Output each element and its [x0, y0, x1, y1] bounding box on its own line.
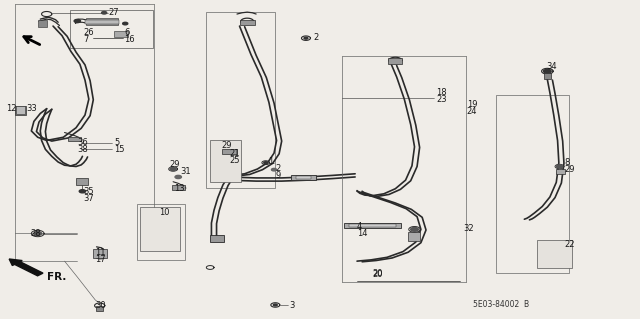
Text: 36: 36	[77, 138, 88, 147]
Circle shape	[170, 167, 176, 171]
Text: 32: 32	[463, 224, 474, 233]
Text: 14: 14	[357, 229, 367, 238]
Circle shape	[411, 227, 419, 231]
Bar	[344, 223, 401, 228]
Text: 3: 3	[289, 301, 295, 310]
Text: FR.: FR.	[47, 272, 66, 282]
Text: 7: 7	[84, 35, 89, 44]
Text: 16: 16	[124, 35, 134, 44]
Text: 20: 20	[372, 269, 383, 278]
Circle shape	[264, 162, 268, 164]
Bar	[172, 185, 184, 190]
Text: 29: 29	[221, 141, 232, 150]
Circle shape	[102, 11, 107, 14]
Text: 26: 26	[84, 28, 94, 37]
Circle shape	[273, 304, 277, 306]
Text: 35: 35	[84, 187, 94, 196]
Circle shape	[543, 69, 551, 73]
Bar	[15, 106, 26, 115]
Bar	[210, 235, 224, 242]
Text: 21: 21	[229, 149, 240, 158]
Bar	[221, 149, 237, 154]
Bar	[115, 31, 129, 37]
Text: 10: 10	[159, 208, 170, 217]
Bar	[97, 306, 103, 311]
Bar	[556, 169, 565, 174]
Text: 12: 12	[6, 104, 16, 113]
Text: 8: 8	[564, 158, 570, 167]
Bar	[93, 249, 108, 258]
Text: 2: 2	[275, 164, 280, 173]
Circle shape	[556, 165, 563, 168]
Bar	[16, 106, 25, 115]
Text: 20: 20	[372, 270, 383, 279]
Bar	[296, 176, 311, 179]
Text: 4: 4	[357, 222, 362, 231]
Text: 38: 38	[77, 145, 88, 154]
Text: 29: 29	[170, 160, 180, 169]
Bar	[38, 20, 47, 27]
Text: 9: 9	[275, 171, 280, 180]
Circle shape	[74, 19, 81, 23]
Text: 34: 34	[547, 62, 557, 71]
Text: 28: 28	[30, 229, 41, 238]
Text: 5: 5	[115, 138, 120, 147]
Text: 37: 37	[84, 194, 95, 203]
Text: 13: 13	[173, 184, 184, 193]
Text: 2: 2	[314, 33, 319, 42]
Text: 15: 15	[115, 145, 125, 154]
Text: 22: 22	[564, 240, 575, 249]
Text: 11: 11	[95, 248, 106, 257]
Text: 31: 31	[180, 167, 191, 176]
Circle shape	[175, 175, 181, 179]
Bar	[291, 175, 316, 180]
Bar	[70, 10, 153, 48]
Bar	[537, 240, 572, 268]
Bar	[140, 206, 179, 251]
Circle shape	[79, 190, 86, 193]
Text: 30: 30	[95, 301, 106, 310]
Circle shape	[271, 168, 276, 171]
Text: 5E03-84002  B: 5E03-84002 B	[473, 300, 529, 309]
Text: 18: 18	[436, 88, 447, 97]
Text: 6: 6	[124, 28, 129, 37]
Bar	[349, 224, 396, 227]
Text: 25: 25	[229, 156, 240, 165]
Bar	[210, 140, 241, 182]
Bar	[206, 12, 275, 188]
Bar	[138, 204, 185, 260]
Text: 23: 23	[436, 95, 447, 104]
Bar	[68, 137, 81, 141]
Bar	[85, 20, 120, 24]
Bar	[76, 178, 88, 185]
Text: 17: 17	[95, 255, 106, 264]
Bar	[86, 18, 118, 25]
Circle shape	[123, 22, 128, 25]
Bar	[408, 232, 420, 241]
Bar	[495, 95, 569, 273]
Bar	[239, 20, 255, 26]
Circle shape	[304, 37, 308, 39]
Text: 24: 24	[467, 107, 477, 116]
Text: 1: 1	[268, 157, 273, 166]
Text: 19: 19	[467, 100, 477, 109]
Circle shape	[34, 232, 42, 235]
Text: 33: 33	[26, 104, 37, 113]
FancyArrow shape	[9, 259, 43, 276]
Bar	[388, 58, 403, 64]
Text: 29: 29	[564, 165, 575, 174]
Text: 27: 27	[108, 8, 118, 17]
Bar	[543, 73, 551, 79]
